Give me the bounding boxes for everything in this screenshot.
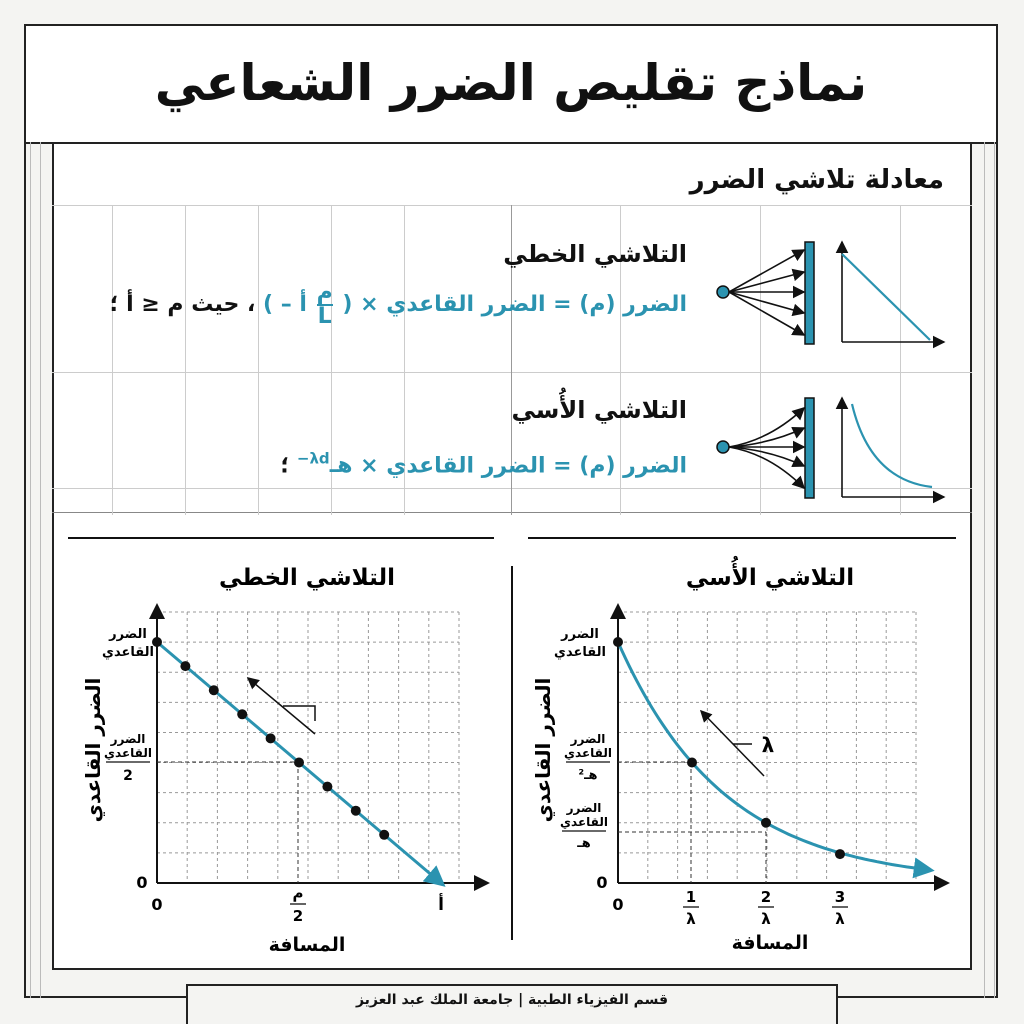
grid-line <box>760 205 761 515</box>
grid-line <box>52 205 972 206</box>
exp-x-zero: 0 <box>612 895 623 914</box>
exp-base: هـ−λd <box>296 450 353 479</box>
guide-line <box>984 142 985 998</box>
grid-line <box>900 205 901 515</box>
grid-line <box>404 205 405 515</box>
linear-chart-title: التلاشي الخطي <box>219 565 395 591</box>
exp-x-label: المسافة <box>732 932 809 954</box>
grid-line <box>258 205 259 515</box>
linear-slope-arrow <box>246 677 316 735</box>
exp-y-low-label-1: الضرر <box>566 801 602 815</box>
equations-heading: معادلة تلاشي الضرر <box>689 165 944 195</box>
exp-x-tick-3-num: 3 <box>835 888 845 906</box>
linear-data-point <box>180 661 191 672</box>
exp-y-top-label-2: القاعدي <box>554 645 606 660</box>
linear-mini-plot-icon <box>835 240 946 349</box>
exp-series-points <box>613 637 845 860</box>
exp-x-tick-1-den: λ <box>686 910 696 928</box>
grid-line <box>185 205 186 515</box>
linear-y-top-label-2: القاعدي <box>102 645 154 660</box>
fraction-denominator: L <box>317 304 332 329</box>
exp-end: ؛ <box>280 453 290 479</box>
linear-formula-fraction: م L <box>316 280 333 329</box>
grid-line <box>52 488 972 489</box>
linear-y-mid-label-3: 2 <box>123 768 133 784</box>
linear-formula-close: ) <box>263 292 274 317</box>
linear-x-end: أ <box>438 893 444 915</box>
linear-chart: التلاشي الخطي الضرر القاعدي الضرر القاعد… <box>81 565 490 956</box>
exp-y-top-label-1: الضرر <box>560 627 599 642</box>
fraction-numerator: م <box>316 280 333 306</box>
linear-data-point <box>322 781 333 792</box>
exp-chart: التلاشي الأُسي λ الضرر القاعدي الضرر الق… <box>531 555 950 954</box>
exp-x-tick-2-den: λ <box>761 910 771 928</box>
exp-y-mid-label-1: الضرر <box>570 732 606 746</box>
exp-y-zero: 0 <box>596 873 607 892</box>
exp-formula: الضرر (م) = الضرر القاعدي × هـ−λd ؛ <box>280 450 687 478</box>
exp-y-mid-label-3: هـ² <box>578 768 597 783</box>
exp-eq-heading: التلاشي الأُسي <box>511 396 687 424</box>
linear-formula-tail: أ – <box>273 292 307 317</box>
linear-data-point <box>152 637 162 647</box>
linear-x-label: المسافة <box>269 934 346 956</box>
guide-line <box>40 142 41 998</box>
exp-formula-main: الضرر (م) = الضرر القاعدي × <box>360 453 687 479</box>
linear-data-point <box>208 685 219 696</box>
linear-data-point <box>379 829 390 840</box>
page-title: نماذج تقليص الضرر الشعاعي <box>154 54 868 112</box>
grid-line <box>52 372 972 373</box>
linear-y-zero: 0 <box>136 873 147 892</box>
linear-slope-mark <box>283 705 316 721</box>
linear-data-point <box>237 709 248 720</box>
linear-eq-heading: التلاشي الخطي <box>503 240 687 268</box>
linear-x-mid-num: م <box>293 884 304 902</box>
exp-x-tick-3-den: λ <box>835 910 845 928</box>
exp-data-point <box>613 637 623 647</box>
linear-data-point <box>265 733 276 744</box>
guide-line <box>994 142 995 998</box>
footer-credit: قسم الفيزياء الطبية | جامعة الملك عبد ال… <box>355 992 669 1008</box>
exp-y-low-label-3: هـ <box>576 836 590 851</box>
exp-y-mid-label-2: القاعدي <box>564 746 612 760</box>
grid-line <box>112 205 113 515</box>
linear-condition: ، حيث م ≤ أ ؛ <box>109 292 256 317</box>
linear-y-mid-label-2: القاعدي <box>104 746 152 760</box>
exp-x-tick-1-num: 1 <box>686 888 696 906</box>
exp-data-point <box>687 757 697 768</box>
exp-x-tick-2-num: 2 <box>761 888 771 906</box>
grid-line <box>620 205 621 515</box>
exp-y-low-label-2: القاعدي <box>560 815 608 829</box>
linear-y-mid-label-1: الضرر <box>110 732 146 746</box>
linear-formula-main: الضرر (م) = الضرر القاعدي × ( <box>342 292 687 317</box>
linear-source-icon <box>716 241 815 345</box>
exp-superscript: −λd <box>296 450 330 468</box>
linear-formula: الضرر (م) = الضرر القاعدي × ( م L أ – ) … <box>110 282 687 342</box>
exp-y-label: الضرر القاعدي <box>531 678 556 823</box>
exp-series-curve <box>616 641 935 879</box>
linear-data-point <box>350 805 361 816</box>
linear-x-mid-den: 2 <box>293 907 303 925</box>
exp-decay-arrow <box>699 709 765 777</box>
grid-line <box>511 205 512 515</box>
linear-y-top-label-1: الضرر <box>108 627 147 642</box>
exp-base-text: هـ <box>329 453 353 479</box>
footer-tab <box>186 984 838 1024</box>
linear-series-points <box>152 637 390 840</box>
exp-source-icon <box>716 397 815 499</box>
linear-data-point <box>294 757 304 768</box>
linear-chart-grid <box>157 611 460 883</box>
exp-data-point <box>761 817 771 828</box>
exp-chart-title: التلاشي الأُسي <box>686 555 854 591</box>
grid-line <box>331 205 332 515</box>
exp-data-point <box>835 849 845 860</box>
exp-mini-plot-icon <box>835 396 946 504</box>
linear-y-label: الضرر القاعدي <box>81 678 106 823</box>
exp-chart-grid <box>618 611 917 883</box>
section-divider <box>52 512 972 513</box>
title-bar: نماذج تقليص الضرر الشعاعي <box>26 26 996 144</box>
guide-line <box>30 142 31 998</box>
linear-x-zero: 0 <box>151 895 162 914</box>
exp-lambda-label: λ <box>762 733 775 757</box>
